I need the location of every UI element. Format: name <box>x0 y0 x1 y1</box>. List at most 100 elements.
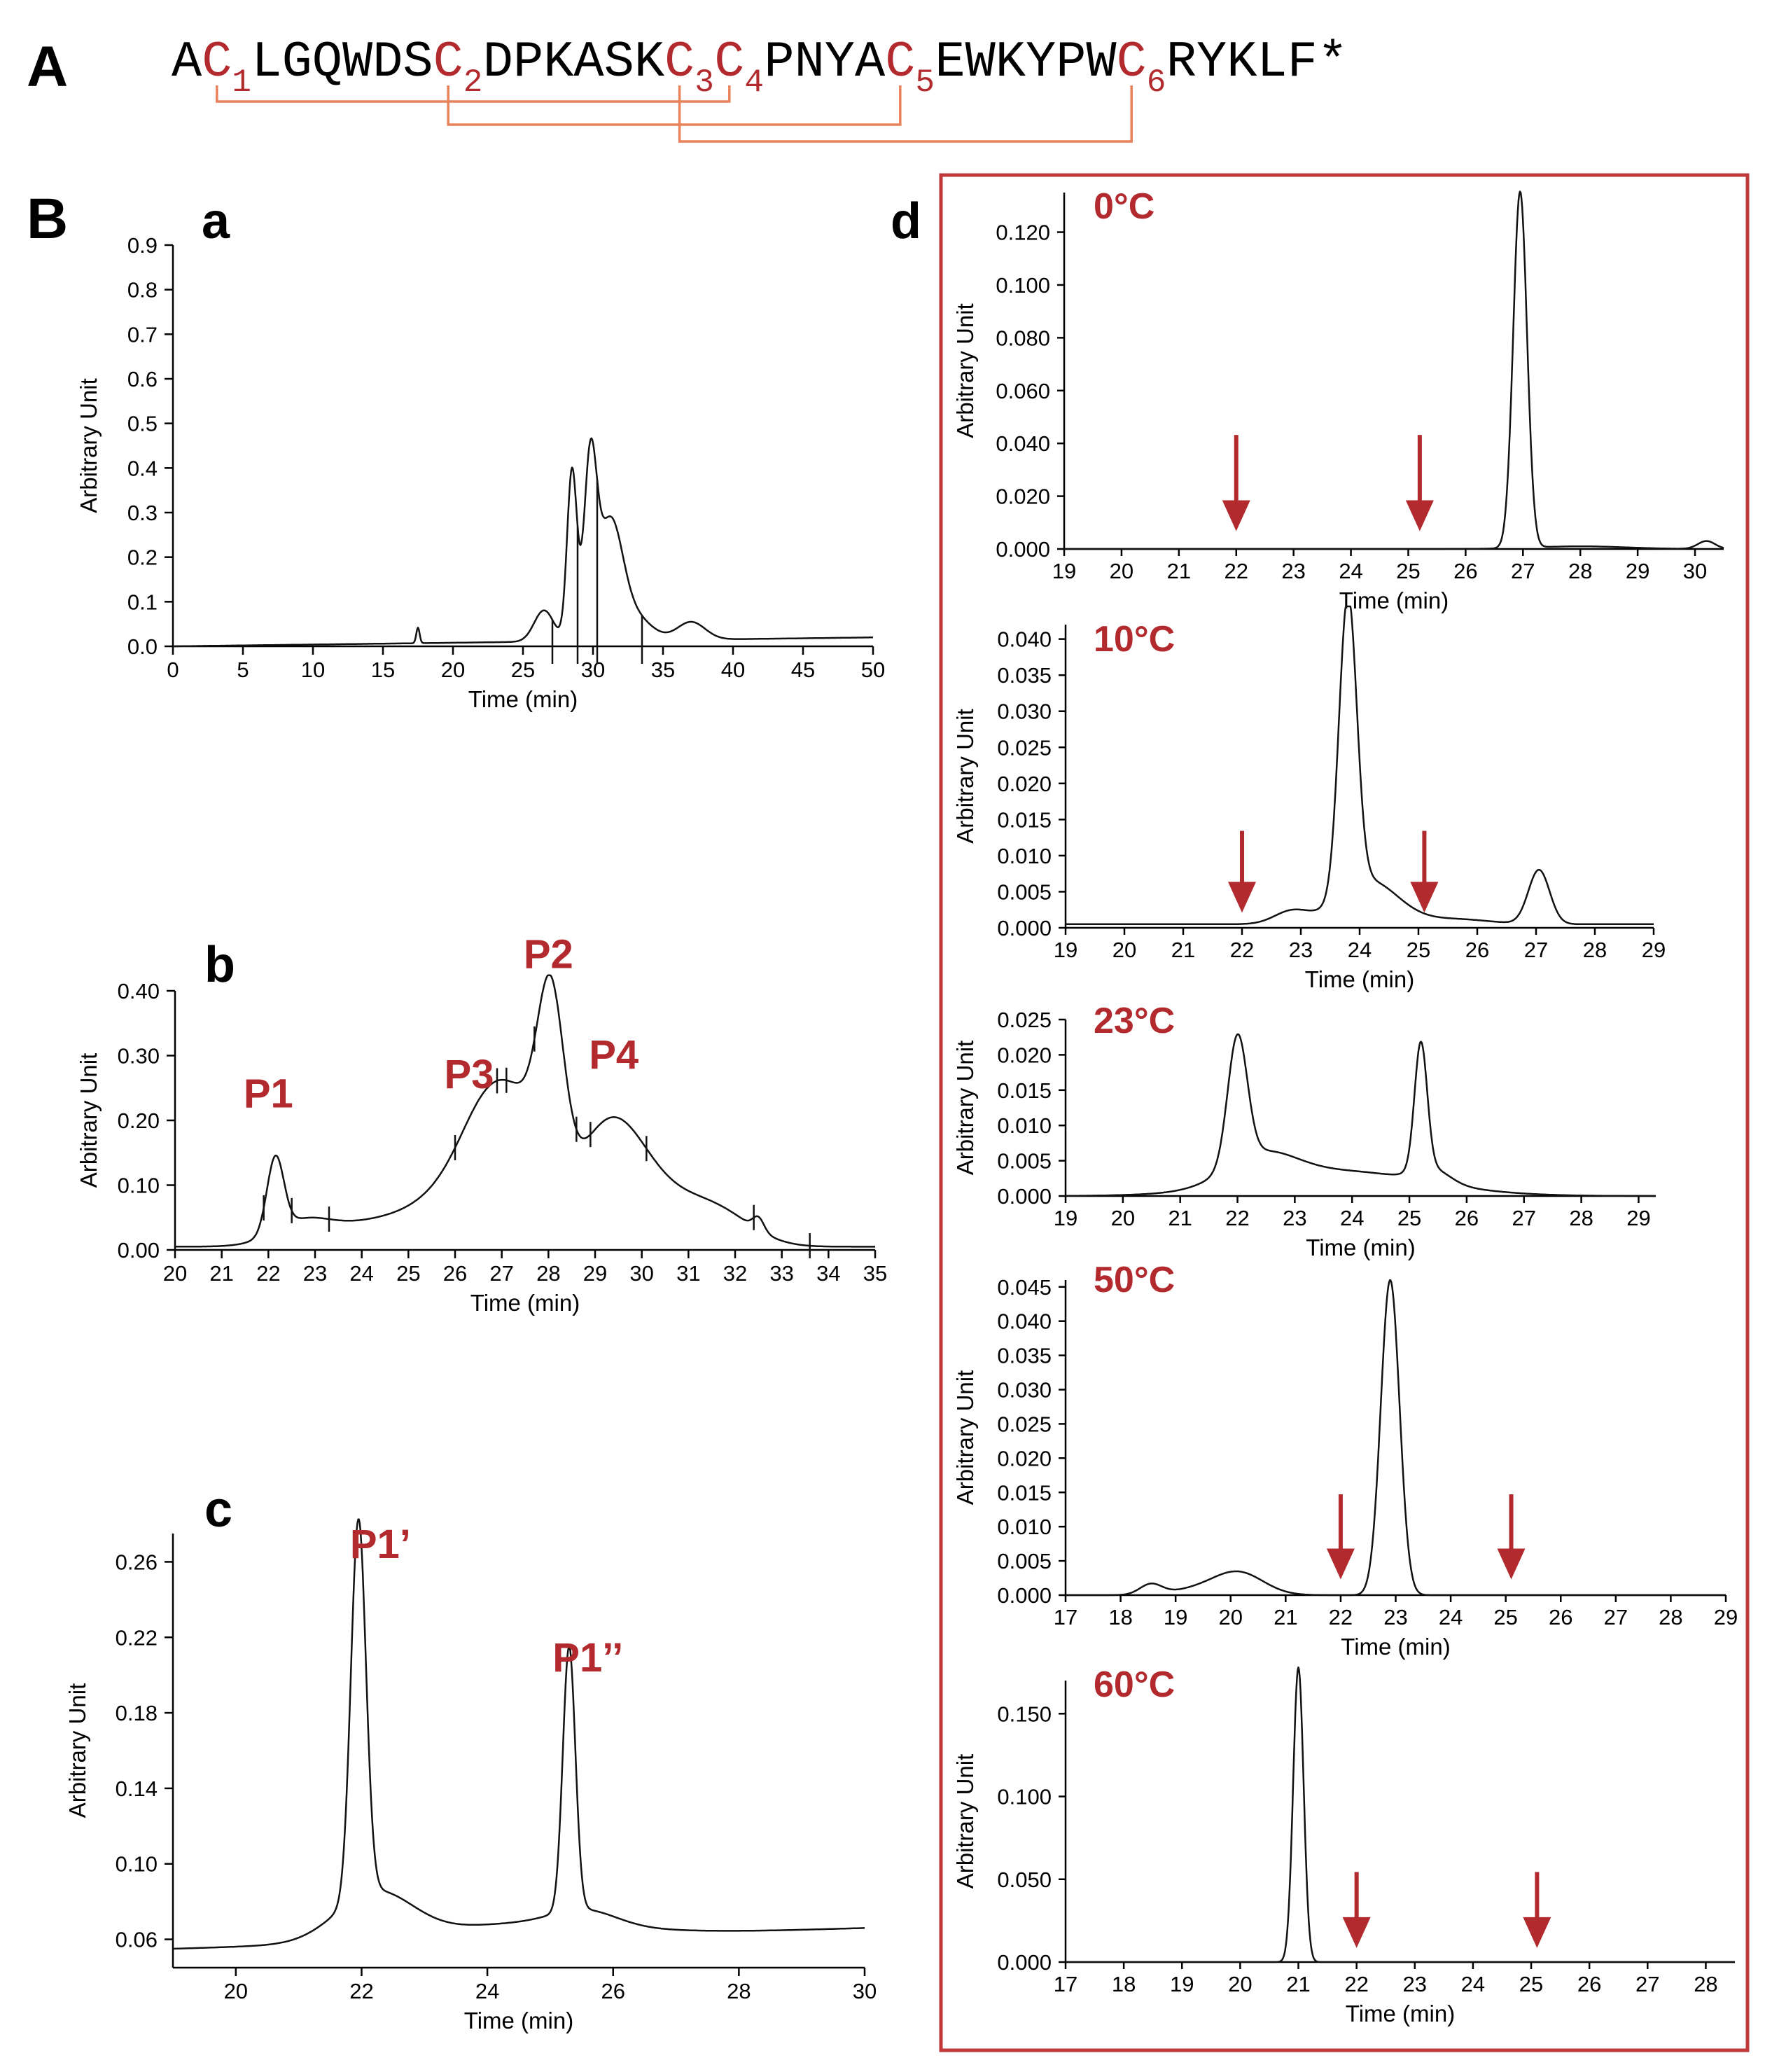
x-tick-label: 21 <box>1167 559 1191 583</box>
x-axis-title: Time (min) <box>468 686 578 712</box>
x-tick-label: 22 <box>1225 1206 1249 1230</box>
cysteine-index: 3 <box>695 64 714 101</box>
x-axis-title: Time (min) <box>464 2008 573 2033</box>
x-axis-title: Time (min) <box>1305 966 1414 992</box>
y-axis-title: Arbitrary Unit <box>76 1053 102 1188</box>
x-axis-title: Time (min) <box>1341 1634 1450 1660</box>
peak-label: P2 <box>524 932 573 978</box>
x-tick-label: 25 <box>1519 1972 1543 1996</box>
y-tick-label: 0.025 <box>997 1008 1052 1032</box>
y-axis-title: Arbitrary Unit <box>76 378 102 513</box>
x-tick-label: 28 <box>1569 1206 1593 1230</box>
chart-a: 0 5 10 15 20 25 30 35 40 45 50 0.0 0.1 0.2 0.3 0.4 0.5 0.… <box>76 193 885 712</box>
x-tick-label: 23 <box>1289 938 1313 962</box>
disulfide-bond-3-6 <box>678 85 1133 143</box>
x-tick-label: 28 <box>536 1261 560 1286</box>
subpanel-letter: a <box>202 193 230 249</box>
x-tick-label: 26 <box>1465 938 1489 962</box>
x-tick-label: 28 <box>1583 938 1607 962</box>
peak-label: P4 <box>589 1032 639 1078</box>
y-tick-label: 0.1 <box>127 590 158 614</box>
cysteine-index: 2 <box>463 64 483 101</box>
down-arrow-icon <box>1342 1872 1371 1948</box>
x-tick-label: 17 <box>1054 1972 1077 1996</box>
x-tick-label: 28 <box>727 1979 751 2003</box>
x-tick-label: 24 <box>1461 1972 1485 1996</box>
y-tick-label: 0.00 <box>118 1238 160 1263</box>
y-tick-label: 0.010 <box>997 844 1052 868</box>
y-tick-label: 0.020 <box>996 485 1050 509</box>
down-arrow-icon <box>1326 1494 1355 1580</box>
y-tick-label: 0.040 <box>996 431 1050 456</box>
chart-d-23c: 19 20 21 22 23 24 25 26 27 28 29 0.000 0.005 0.010 0.0… <box>952 1001 1656 1260</box>
x-tick-label: 22 <box>1344 1972 1368 1996</box>
x-tick-label: 10 <box>301 658 325 682</box>
y-tick-label: 0.000 <box>997 916 1052 940</box>
x-tick-label: 20 <box>1228 1972 1252 1996</box>
residue-segment: RYKLF* <box>1166 34 1348 91</box>
x-tick-label: 34 <box>816 1261 840 1286</box>
panel-a: A A C 1 LGQWDS C 2 DPKASK C 3 C 4 PNYA C 5 EWKYPW C 6 RYK… <box>27 34 1348 143</box>
x-tick-label: 30 <box>1683 559 1707 583</box>
y-tick-label: 0.005 <box>997 1149 1052 1174</box>
x-tick-label: 35 <box>863 1261 887 1286</box>
x-tick-label: 21 <box>1274 1605 1297 1629</box>
x-tick-label: 35 <box>651 658 675 682</box>
x-tick-label: 20 <box>163 1261 187 1286</box>
y-axis-title: Arbitrary Unit <box>952 303 978 438</box>
down-arrow-icon <box>1497 1494 1526 1580</box>
x-tick-label: 40 <box>721 658 745 682</box>
y-tick-label: 0.6 <box>127 367 158 391</box>
chart-d-50c: 17 18 19 20 21 22 23 24 25 26 27 28 29 0.000 0.005 0.01… <box>952 1260 1738 1660</box>
residue-segment: A <box>172 34 202 91</box>
panel-d-frame <box>939 173 1750 2052</box>
x-tick-label: 21 <box>1168 1206 1192 1230</box>
y-tick-label: 0.22 <box>116 1625 158 1650</box>
temperature-label: 0°C <box>1094 186 1154 227</box>
cysteine-residue: C <box>202 34 232 91</box>
y-tick-label: 0.0 <box>127 634 158 659</box>
cysteine-index: 4 <box>744 64 764 101</box>
y-tick-label: 0.005 <box>997 879 1052 904</box>
y-tick-label: 0.030 <box>997 700 1052 724</box>
x-tick-label: 23 <box>303 1261 327 1286</box>
x-tick-label: 24 <box>1340 1206 1364 1230</box>
x-tick-label: 24 <box>349 1261 373 1286</box>
chromatogram-trace <box>1065 1033 1656 1197</box>
x-tick-label: 22 <box>1329 1605 1353 1629</box>
y-tick-label: 0.010 <box>997 1113 1052 1138</box>
x-axis-title: Time (min) <box>470 1290 580 1316</box>
temperature-label: 60°C <box>1094 1664 1175 1705</box>
disulfide-bonds <box>216 85 1133 143</box>
cysteine-residue: C <box>433 34 463 91</box>
x-tick-label: 29 <box>1714 1605 1738 1629</box>
y-tick-label: 0.035 <box>997 663 1052 688</box>
x-axis-title: Time (min) <box>1306 1235 1415 1260</box>
x-tick-label: 24 <box>1348 938 1372 962</box>
x-tick-label: 25 <box>1396 559 1420 583</box>
x-tick-label: 27 <box>1524 938 1548 962</box>
down-arrow-icon <box>1222 435 1250 531</box>
x-tick-label: 26 <box>443 1261 467 1286</box>
x-tick-label: 21 <box>1171 938 1195 962</box>
y-tick-label: 0.30 <box>118 1044 160 1069</box>
y-tick-label: 0.020 <box>997 1446 1052 1470</box>
x-tick-label: 26 <box>1453 559 1477 583</box>
subpanel-letter: d <box>891 193 921 249</box>
x-tick-label: 21 <box>1286 1972 1310 1996</box>
temperature-label: 50°C <box>1094 1260 1175 1300</box>
panel-letter-a: A <box>27 35 68 99</box>
y-tick-label: 0.26 <box>116 1550 158 1574</box>
y-tick-label: 0.5 <box>127 412 158 436</box>
y-tick-label: 0.015 <box>997 1480 1052 1505</box>
x-tick-label: 20 <box>1112 938 1136 962</box>
subpanel-letter: b <box>204 937 235 993</box>
cysteine-index: 1 <box>232 64 251 101</box>
x-tick-label: 25 <box>511 658 535 682</box>
chromatogram-trace <box>1063 190 1724 550</box>
x-tick-label: 22 <box>349 1979 373 2003</box>
x-tick-label: 23 <box>1383 1605 1407 1629</box>
disulfide-bond-1-4 <box>216 85 731 103</box>
x-tick-label: 20 <box>1110 559 1133 583</box>
x-tick-label: 25 <box>396 1261 420 1286</box>
